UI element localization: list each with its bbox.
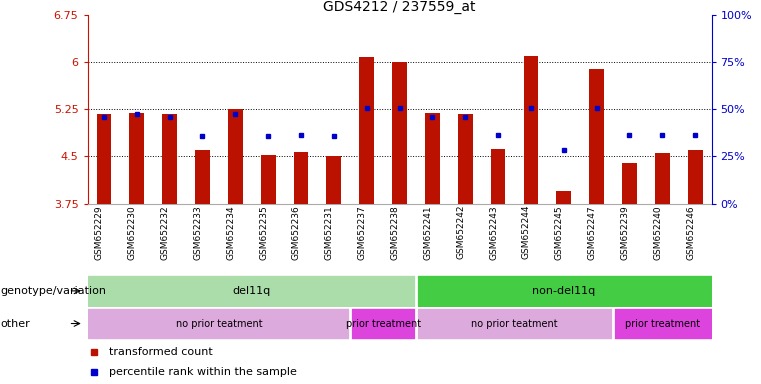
Title: GDS4212 / 237559_at: GDS4212 / 237559_at [323, 0, 476, 14]
Text: prior treatment: prior treatment [625, 318, 700, 329]
Bar [97, 114, 111, 204]
Text: GSM652244: GSM652244 [522, 205, 531, 260]
Text: GSM652239: GSM652239 [620, 205, 629, 260]
Text: GSM652240: GSM652240 [653, 205, 662, 260]
Bar [688, 150, 702, 204]
Bar [162, 114, 177, 204]
Text: GSM652237: GSM652237 [358, 205, 367, 260]
Text: GSM652243: GSM652243 [489, 205, 498, 260]
Text: GSM652245: GSM652245 [555, 205, 564, 260]
Text: GSM652246: GSM652246 [686, 205, 695, 260]
Bar [88, 309, 350, 338]
Bar [88, 276, 416, 306]
Bar [613, 309, 712, 338]
Bar [425, 113, 440, 204]
Bar [524, 56, 538, 204]
Bar [392, 62, 407, 204]
Text: other: other [1, 318, 30, 329]
Bar [491, 149, 505, 204]
Text: GSM652235: GSM652235 [260, 205, 268, 260]
Bar [261, 155, 275, 204]
Bar [556, 191, 571, 204]
Text: GSM652242: GSM652242 [456, 205, 465, 260]
Text: GSM652241: GSM652241 [423, 205, 432, 260]
Text: GSM652236: GSM652236 [292, 205, 301, 260]
Text: GSM652247: GSM652247 [587, 205, 597, 260]
Text: GSM652231: GSM652231 [325, 205, 334, 260]
Bar [589, 69, 604, 204]
Text: del11q: del11q [233, 286, 271, 296]
Bar [129, 113, 144, 204]
Text: GSM652234: GSM652234 [226, 205, 235, 260]
Text: no prior teatment: no prior teatment [176, 318, 263, 329]
Text: non-del11q: non-del11q [532, 286, 595, 296]
Bar [228, 109, 243, 204]
Text: prior treatment: prior treatment [345, 318, 421, 329]
Bar [458, 114, 473, 204]
Text: percentile rank within the sample: percentile rank within the sample [110, 367, 298, 377]
Bar [655, 153, 670, 204]
Bar [350, 309, 416, 338]
Bar [416, 309, 613, 338]
Bar [359, 57, 374, 204]
Text: transformed count: transformed count [110, 347, 213, 357]
Text: GSM652233: GSM652233 [193, 205, 202, 260]
Bar [195, 150, 210, 204]
Text: GSM652238: GSM652238 [390, 205, 400, 260]
Text: GSM652232: GSM652232 [161, 205, 170, 260]
Bar [326, 157, 341, 204]
Text: GSM652230: GSM652230 [128, 205, 137, 260]
Text: genotype/variation: genotype/variation [1, 286, 107, 296]
Bar [294, 152, 308, 204]
Text: no prior teatment: no prior teatment [471, 318, 558, 329]
Bar [622, 163, 637, 204]
Bar [416, 276, 712, 306]
Text: GSM652229: GSM652229 [95, 205, 104, 260]
